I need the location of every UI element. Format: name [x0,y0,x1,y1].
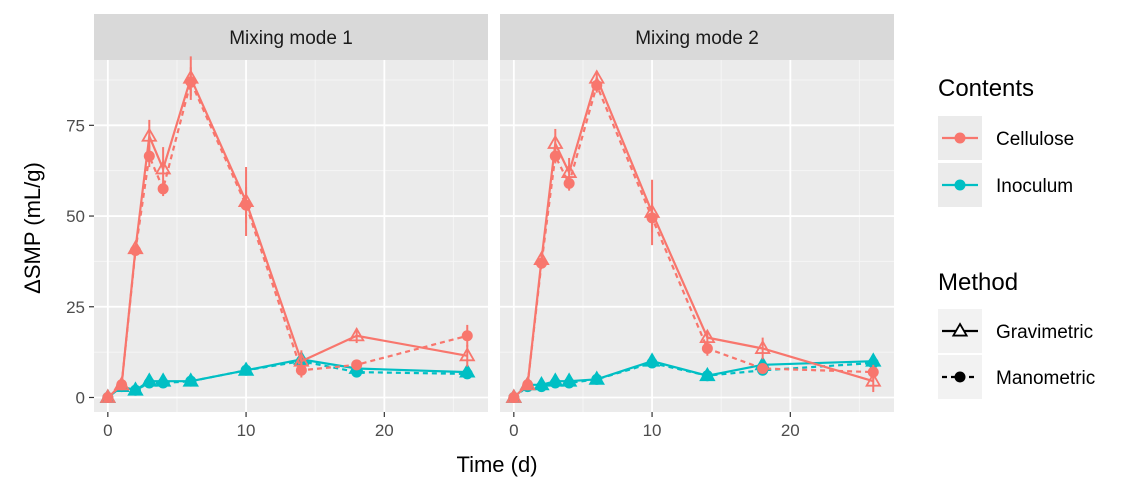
x-tick-label: 10 [237,421,256,440]
legend-item-gravimetric: Gravimetric [938,309,1093,353]
legend-title-method: Method [938,269,1018,296]
data-point [867,357,879,369]
data-point [461,368,473,380]
legend-label: Cellulose [996,129,1074,150]
x-axis-title: Time (d) [456,452,537,477]
legend-label: Gravimetric [996,322,1093,343]
data-point [701,342,713,354]
series-line [107,78,468,399]
series-cellulose-manometric [102,67,473,403]
y-tick-label: 0 [76,388,85,407]
y-tick-label: 75 [66,116,85,135]
y-tick-label: 25 [66,298,85,317]
data-point [865,372,882,387]
data-point [459,346,476,362]
data-point [563,377,575,389]
data-point [535,257,547,269]
data-point [646,212,658,224]
data-point [240,199,252,211]
panel-strip-title: Mixing mode 2 [635,28,759,49]
data-point [185,375,197,387]
data-point [549,377,561,389]
legend-key-point [954,371,966,383]
data-point [508,391,520,403]
data-point [157,183,169,195]
data-point [154,160,172,175]
y-axis-title: ΔSMP (mL/g) [20,162,45,294]
legend-key-point [954,132,966,144]
series-line [513,361,874,399]
x-tick-label: 0 [103,421,112,440]
data-point [547,134,564,149]
data-point [754,339,771,354]
panels-layer: Mixing mode 1 Mixing mode 2 [94,14,894,412]
panel-2: Mixing mode 2 [500,14,894,412]
legend-title-contents: Contents [938,75,1034,102]
legend-label: Manometric [996,368,1095,389]
data-point [535,381,547,393]
panel-strip [94,14,488,60]
data-point [549,150,561,162]
panel-background [500,60,894,412]
x-tick-label: 10 [643,421,662,440]
data-point [461,330,473,342]
data-point [141,127,158,142]
data-point [757,362,769,374]
data-point [348,326,365,342]
data-point [522,379,534,391]
data-point [185,76,197,88]
x-tick-label: 0 [509,421,518,440]
data-point [295,364,307,376]
data-point [129,245,141,257]
panel-strip-title: Mixing mode 1 [229,28,353,49]
series-cellulose-manometric [508,78,879,403]
data-point [701,370,713,382]
panel-1: Mixing mode 1 [94,14,488,412]
data-point [240,364,252,376]
data-point [591,79,603,91]
data-point [351,359,363,371]
legend-item-inoculum: Inoculum [938,163,1073,207]
y-tick-label: 50 [66,207,85,226]
series-line [107,74,468,399]
legend: Contents Method Cellulose Inoculum Gravime… [938,75,1095,399]
data-point [646,357,658,369]
data-point [143,150,155,162]
legend-key-point [951,322,969,337]
data-point [129,384,141,396]
data-point [157,377,169,389]
data-point [102,391,114,403]
series-line [513,82,874,399]
data-point [867,366,879,378]
panel-background [94,60,488,412]
x-tick-label: 20 [781,421,800,440]
x-tick-label: 20 [375,421,394,440]
legend-item-manometric: Manometric [938,355,1095,399]
legend-label: Inoculum [996,176,1073,197]
legend-item-cellulose: Cellulose [938,116,1074,160]
legend-key-point [954,179,966,191]
data-point [563,177,575,189]
data-point [591,373,603,385]
data-point [143,377,155,389]
data-point [116,379,128,391]
axes-layer: 0 25 50 75 0 10 20 0 10 20 [66,116,800,440]
panel-strip [500,14,894,60]
